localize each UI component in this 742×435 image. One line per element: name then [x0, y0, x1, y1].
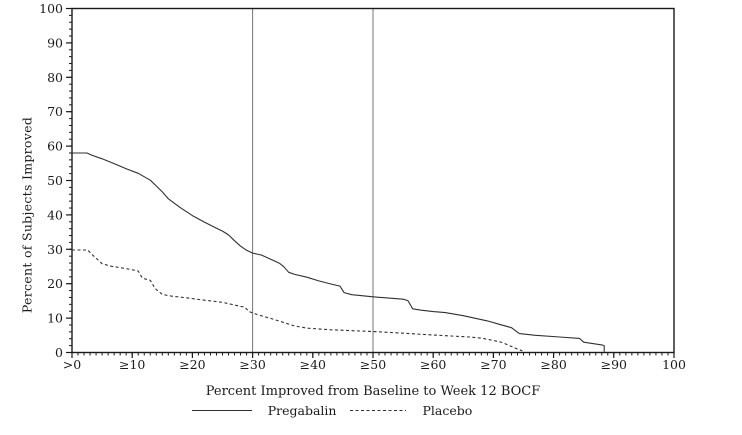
- x-tick-label: >0: [63, 357, 81, 372]
- legend-label-placebo: Placebo: [422, 403, 473, 418]
- y-tick-label: 0: [55, 345, 63, 360]
- y-tick-label: 10: [47, 311, 63, 326]
- x-tick-label: ≥60: [420, 357, 446, 372]
- x-tick-label: ≥10: [119, 357, 145, 372]
- y-tick-label: 70: [47, 104, 63, 119]
- y-tick-label: 40: [47, 207, 63, 222]
- y-tick-label: 80: [47, 70, 63, 85]
- solid-line-icon: [191, 410, 252, 411]
- y-tick-label: 60: [47, 139, 63, 154]
- y-tick-label: 30: [47, 242, 63, 257]
- y-axis-ticks: 0 10 20 30 40 50 60 70 80 90 100: [39, 1, 72, 360]
- legend-label-pregabalin: Pregabalin: [267, 403, 337, 418]
- y-tick-label: 100: [39, 1, 63, 16]
- y-tick-label: 90: [47, 35, 63, 50]
- x-axis-ticks: >0 ≥10 ≥20 ≥30 ≥40 ≥50 ≥60 ≥70 ≥80 ≥90 100: [63, 352, 686, 372]
- y-tick-label: 50: [47, 173, 63, 188]
- y-axis-title: Percent of Subjects Improved: [19, 116, 35, 314]
- dashed-line-icon: [350, 409, 407, 412]
- x-tick-label: ≥30: [239, 357, 265, 372]
- x-axis-title: Percent Improved from Baseline to Week 1…: [205, 384, 541, 399]
- x-tick-label: ≥50: [360, 357, 386, 372]
- series-line-pregabalin: [72, 152, 605, 352]
- legend-item-placebo: Placebo: [350, 403, 472, 418]
- x-tick-label: ≥90: [601, 357, 627, 372]
- x-tick-label: ≥80: [540, 357, 566, 372]
- series-line-placebo: [72, 249, 523, 352]
- x-tick-label: ≥20: [179, 357, 205, 372]
- x-tick-label: 100: [662, 357, 686, 372]
- legend: Pregabalin Placebo: [72, 403, 592, 418]
- x-tick-label: ≥70: [480, 357, 506, 372]
- x-tick-label: ≥40: [300, 357, 326, 372]
- legend-item-pregabalin: Pregabalin: [191, 403, 337, 418]
- y-tick-label: 20: [47, 276, 63, 291]
